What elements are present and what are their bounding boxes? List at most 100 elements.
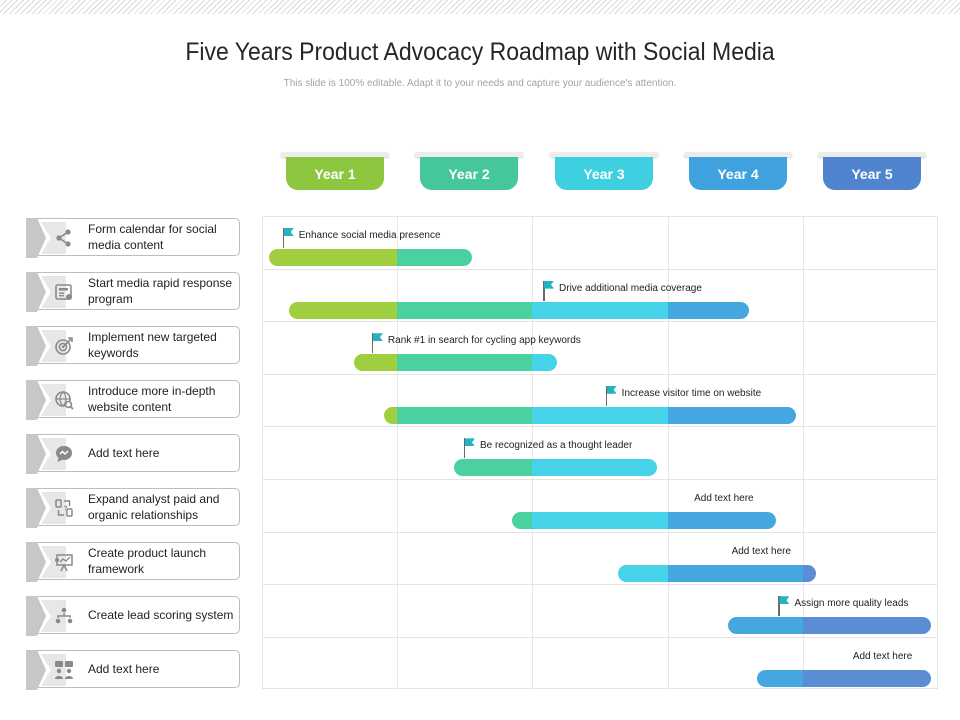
year-tab-1: Year 1 [281, 152, 389, 190]
grid-column-line [667, 216, 669, 689]
gantt-bar [383, 406, 797, 424]
gantt-bar-segment-year-4 [667, 512, 776, 529]
milestone-flag-icon [282, 228, 295, 250]
grid-column-line [532, 216, 534, 689]
year-tab-label: Year 1 [286, 157, 384, 190]
grid-column-line [802, 216, 804, 689]
gantt-bar-segment-year-1 [289, 301, 398, 319]
gantt-bar-segment-year-3 [532, 459, 657, 477]
task-item: Add text here [26, 434, 240, 474]
gantt-bar-label: Increase visitor time on website [621, 387, 762, 399]
task-item: Add text here [26, 650, 240, 690]
task-label: Add text here [88, 662, 160, 676]
gantt-bar-segment-year-3 [532, 301, 669, 319]
gantt-bar-segment-year-2 [397, 354, 533, 372]
year-tab-label: Year 2 [420, 157, 518, 190]
gantt-bar [512, 512, 776, 529]
gantt-bar-segment-year-2 [397, 406, 533, 424]
chat-bubble-icon [53, 443, 75, 465]
gantt-bar-label: Add text here [852, 650, 913, 662]
gantt-bar [617, 564, 817, 582]
timeline-grid [262, 216, 938, 689]
task-item: Introduce more in-depth website content [26, 380, 240, 420]
gantt-bar-label: Assign more quality leads [794, 598, 909, 610]
grid-row-line [262, 531, 938, 533]
grid-row-line [262, 479, 938, 480]
task-arrow-cap [26, 326, 46, 366]
org-chart-icon [53, 605, 75, 627]
grid-row-line [262, 268, 938, 270]
gantt-bar-label: Be recognized as a thought leader [479, 440, 633, 452]
gantt-bar-segment-year-5 [802, 617, 932, 635]
task-label: Introduce more in-depth website content [88, 384, 216, 414]
task-arrow-cap [26, 434, 46, 474]
team-chat-icon [53, 659, 75, 681]
year-tab-3: Year 3 [550, 152, 658, 190]
gantt-bar-segment-year-3 [532, 354, 557, 372]
year-tab-label: Year 3 [555, 157, 653, 190]
handshake-icon: ? [53, 497, 75, 519]
year-tab-label: Year 5 [823, 157, 921, 190]
gantt-bar-segment-year-2 [512, 512, 533, 529]
gantt-bar-segment-year-5 [802, 669, 932, 687]
grid-row-line [262, 636, 938, 638]
gantt-bar-segment-year-4 [667, 301, 749, 319]
year-tab-strip [684, 152, 792, 157]
grid-row-line [262, 373, 938, 375]
newspaper-icon [53, 281, 75, 303]
task-arrow-cap [26, 542, 46, 582]
year-tab-4: Year 4 [684, 152, 792, 190]
task-label: Implement new targeted keywords [88, 330, 217, 360]
gantt-bar-segment-year-4 [756, 669, 804, 687]
task-label: Create lead scoring system [88, 608, 234, 622]
target-icon [53, 335, 75, 357]
year-tab-strip [415, 152, 523, 157]
gantt-bar [268, 249, 472, 266]
task-label: Add text here [88, 446, 160, 460]
svg-text:?: ? [64, 506, 68, 513]
milestone-flag-icon [543, 280, 555, 303]
gantt-bar-segment-year-5 [802, 564, 817, 582]
gantt-bar [728, 617, 932, 635]
gantt-bar-segment-year-1 [268, 249, 398, 266]
task-arrow-cap [26, 650, 46, 690]
year-tab-strip [281, 152, 389, 157]
task-arrow-cap [26, 380, 46, 420]
year-tab-strip [550, 152, 658, 157]
year-tab-strip [818, 152, 926, 157]
task-item: Start media rapid response program [26, 272, 240, 312]
gantt-bar [756, 669, 932, 687]
gantt-bar-label: Add text here [731, 545, 792, 557]
year-tab-2: Year 2 [415, 152, 523, 190]
top-hatch-border [0, 0, 960, 14]
gantt-bar-label: Drive additional media coverage [559, 282, 702, 294]
task-label: Start media rapid response program [88, 276, 233, 306]
gantt-bar [353, 354, 557, 372]
task-arrow-cap [26, 488, 46, 528]
task-item: Implement new targeted keywords [26, 326, 240, 366]
milestone-flag-icon [778, 596, 790, 618]
milestone-flag-icon [371, 333, 384, 355]
task-label: Create product launch framework [88, 546, 207, 576]
gantt-bar-segment-year-3 [532, 512, 669, 529]
gantt-bar-segment-year-2 [397, 249, 472, 266]
year-tab-5: Year 5 [818, 152, 926, 190]
task-item: Form calendar for social media content [26, 218, 240, 258]
gantt-bar [289, 301, 749, 319]
grid-row-line [262, 321, 938, 323]
gantt-bar-segment-year-3 [532, 406, 669, 424]
gantt-bar-segment-year-4 [667, 564, 804, 582]
task-arrow-cap [26, 218, 46, 258]
globe-search-icon [53, 389, 75, 411]
presentation-icon [53, 551, 75, 573]
gantt-bar-label: Rank #1 in search for cycling app keywor… [387, 335, 581, 347]
grid-row-line [262, 584, 938, 586]
task-label: Expand analyst paid and organic relation… [88, 492, 220, 522]
task-item: Create product launch framework [26, 542, 240, 582]
gantt-bar-segment-year-3 [617, 564, 669, 582]
gantt-bar-segment-year-2 [453, 459, 533, 477]
task-arrow-cap [26, 272, 46, 312]
gantt-bar-segment-year-2 [397, 301, 533, 319]
milestone-flag-icon [605, 385, 618, 408]
gantt-bar-label: Enhance social media presence [298, 230, 441, 241]
